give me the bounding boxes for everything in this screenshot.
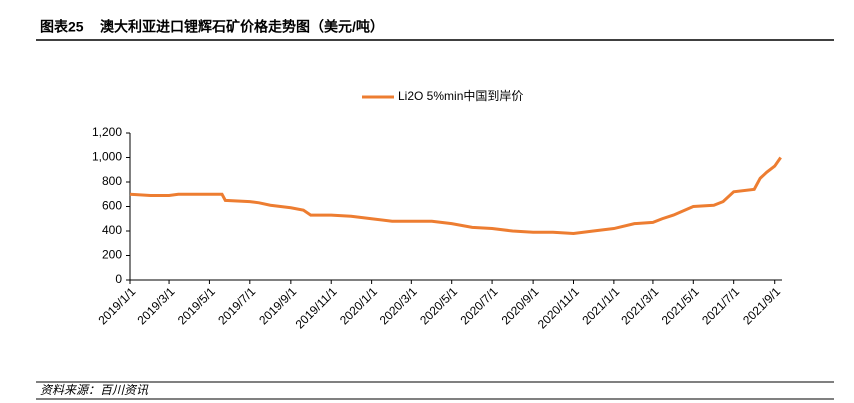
x-tick-label: 2021/9/1 bbox=[740, 284, 783, 327]
x-tick-label: 2020/5/1 bbox=[417, 284, 460, 327]
x-tick-label: 2019/11/1 bbox=[293, 284, 340, 331]
x-tick-label: 2020/11/1 bbox=[535, 284, 582, 331]
y-tick-label: 1,200 bbox=[92, 125, 122, 139]
x-tick-label: 2020/1/1 bbox=[337, 284, 380, 327]
y-tick-label: 600 bbox=[102, 199, 122, 213]
y-tick-label: 1,000 bbox=[92, 150, 122, 164]
x-tick-label: 2019/3/1 bbox=[134, 284, 177, 327]
x-tick-label: 2019/5/1 bbox=[175, 284, 218, 327]
x-tick-label: 2021/1/1 bbox=[579, 284, 622, 327]
line bbox=[129, 156, 782, 235]
x-tick-label: 2019/7/1 bbox=[215, 284, 258, 327]
legend-label: Li2O 5%min中国到岸价 bbox=[398, 88, 523, 103]
x-tick-label: 2021/7/1 bbox=[699, 284, 742, 327]
figure-label: 图表25 bbox=[40, 19, 84, 35]
x-tick-label: 2020/7/1 bbox=[458, 284, 501, 327]
x-tick-label: 2021/3/1 bbox=[618, 284, 661, 327]
chart-title: 澳大利亚进口锂辉石矿价格走势图（美元/吨） bbox=[100, 19, 384, 35]
source: 资料来源：百川资讯 bbox=[40, 383, 149, 397]
y-tick-label: 200 bbox=[102, 248, 122, 262]
y-tick-label: 0 bbox=[115, 272, 122, 286]
y-tick-label: 400 bbox=[102, 223, 122, 237]
x-tick-label: 2019/1/1 bbox=[95, 284, 138, 327]
x-tick-label: 2020/3/1 bbox=[377, 284, 420, 327]
x-tick-label: 2021/5/1 bbox=[659, 284, 702, 327]
y-tick-label: 800 bbox=[102, 174, 122, 188]
